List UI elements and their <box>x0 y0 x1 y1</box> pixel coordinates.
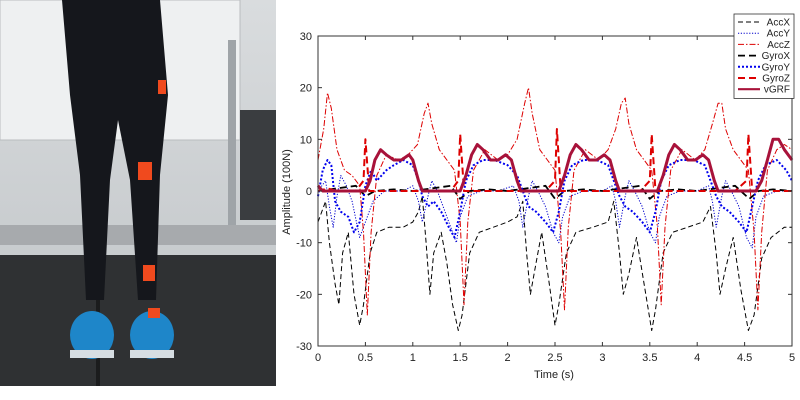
thigh-sensor <box>138 162 152 180</box>
foot-sensor <box>148 308 160 318</box>
hip-sensor <box>158 80 166 94</box>
y-tick-label: 0 <box>306 186 312 198</box>
series-line-accz <box>317 87 793 316</box>
legend-label-accz: AccZ <box>767 40 790 51</box>
whiteboard-stand <box>228 40 236 240</box>
x-tick-label: 2 <box>505 352 511 364</box>
legend-label-accy: AccY <box>767 29 791 40</box>
legend-label-gyroy: GyroY <box>762 62 791 73</box>
y-tick-label: 10 <box>300 134 312 146</box>
imu-grf-chart: Amplitude (100N) Time (s) 0 0.5 1 1.5 2 2.5 3 3… <box>281 13 795 381</box>
leggings <box>62 0 168 300</box>
left-shoe-sole <box>70 350 114 358</box>
x-tick-label: 1 <box>410 352 416 364</box>
y-tick-label: -30 <box>296 341 312 353</box>
x-axis-label: Time (s) <box>534 369 574 381</box>
treadmill-subject-photo <box>0 0 276 386</box>
right-shoe <box>130 311 174 359</box>
x-tick-label: 4.5 <box>737 352 752 364</box>
axes-layer: 0 0.5 1 1.5 2 2.5 3 3.5 4 4.5 5 -30 -20 -10 0 10 20 30 <box>296 31 795 364</box>
equipment-rack <box>240 110 276 220</box>
y-axis-label: Amplitude (100N) <box>281 149 293 235</box>
left-shoe <box>70 311 114 359</box>
photo-illustration <box>0 0 276 386</box>
series-line-gyroy <box>317 159 793 239</box>
legend-label-gyroz: GyroZ <box>762 74 790 85</box>
legend-label-accx: AccX <box>767 18 791 29</box>
y-tick-label: -20 <box>296 289 312 301</box>
x-tick-label: 3 <box>599 352 605 364</box>
x-tick-label: 2.5 <box>547 352 562 364</box>
series-line-gyroz <box>317 128 792 192</box>
x-tick-label: 0 <box>315 352 321 364</box>
series-line-accy <box>317 175 792 249</box>
shank-sensor <box>143 265 155 281</box>
series-line-accx <box>317 195 792 331</box>
x-tick-label: 1.5 <box>453 352 468 364</box>
y-tick-label: -10 <box>296 238 312 250</box>
legend-label-vgrf: vGRF <box>764 85 790 96</box>
legend-label-gyrox: GyroX <box>762 51 791 62</box>
series-layer <box>316 87 794 331</box>
y-tick-label: 30 <box>300 31 312 43</box>
y-tick-label: 20 <box>300 83 312 95</box>
series-line-vgrf <box>316 137 794 193</box>
x-tick-label: 4 <box>694 352 700 364</box>
x-tick-label: 0.5 <box>358 352 373 364</box>
x-tick-label: 3.5 <box>642 352 657 364</box>
x-tick-label: 5 <box>789 352 795 364</box>
right-shoe-sole <box>130 350 174 358</box>
